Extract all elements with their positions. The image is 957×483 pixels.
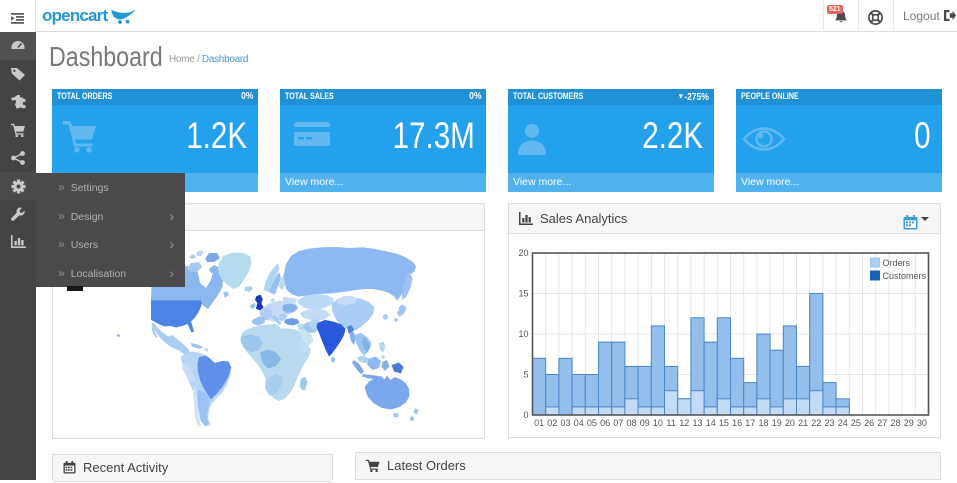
svg-text:06: 06 [600,418,610,428]
svg-text:27: 27 [877,418,887,428]
svg-text:20: 20 [785,418,795,428]
svg-text:5: 5 [523,370,528,380]
svg-text:Orders: Orders [883,258,911,268]
svg-text:30: 30 [917,418,927,428]
svg-text:22: 22 [811,418,821,428]
svg-text:08: 08 [626,418,636,428]
svg-text:18: 18 [758,418,768,428]
svg-text:01: 01 [534,418,544,428]
svg-text:04: 04 [574,418,584,428]
svg-text:10: 10 [518,329,528,339]
svg-text:03: 03 [560,418,570,428]
svg-text:Customers: Customers [883,271,927,281]
svg-text:13: 13 [692,418,702,428]
svg-text:10: 10 [653,418,663,428]
svg-text:0: 0 [523,410,528,420]
svg-text:11: 11 [666,418,675,428]
svg-text:21: 21 [798,418,808,428]
svg-text:25: 25 [851,418,861,428]
svg-text:05: 05 [587,418,597,428]
svg-text:09: 09 [640,418,650,428]
svg-text:15: 15 [518,289,528,299]
svg-text:20: 20 [518,248,528,258]
svg-text:28: 28 [890,418,900,428]
svg-text:19: 19 [772,418,782,428]
svg-text:29: 29 [904,418,914,428]
svg-text:26: 26 [864,418,874,428]
svg-text:24: 24 [838,418,848,428]
svg-text:12: 12 [679,418,689,428]
svg-text:15: 15 [719,418,729,428]
svg-text:14: 14 [706,418,716,428]
svg-text:16: 16 [732,418,742,428]
svg-text:23: 23 [824,418,834,428]
svg-text:07: 07 [613,418,623,428]
svg-text:17: 17 [745,418,755,428]
svg-text:02: 02 [547,418,557,428]
